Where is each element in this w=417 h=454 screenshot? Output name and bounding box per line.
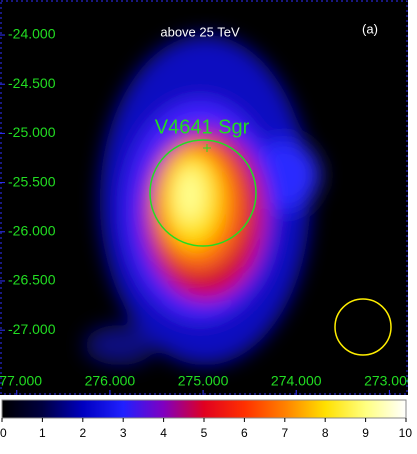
colorbar-tick-label: 3: [120, 426, 127, 440]
source-cross: [203, 144, 211, 152]
colorbar-tick-label: 0: [0, 426, 7, 440]
colorbar-tick-label: 6: [241, 426, 248, 440]
colorbar-tick-label: 1: [39, 426, 46, 440]
frame: [0, 0, 408, 395]
colorbar: [1, 399, 407, 419]
annotation: above 25 TeV: [160, 24, 240, 39]
colorbar-tick-label: 2: [79, 426, 86, 440]
colorbar-tick-label: 7: [281, 426, 288, 440]
source-circle: [149, 139, 257, 247]
colorbar-tick-label: 5: [201, 426, 208, 440]
x-tick-label: 275.000: [178, 373, 229, 389]
x-tick-label: 277.000: [0, 373, 42, 389]
colorbar-tick-label: 8: [322, 426, 329, 440]
x-tick-label: 274.000: [271, 373, 322, 389]
axis-labels: -24.000 -24.500 -25.000 -25.500 -26.000 -26.5…: [0, 26, 415, 395]
x-tick-label: 276.000: [85, 373, 136, 389]
y-tick-label: -24.500: [8, 75, 56, 91]
y-tick-label: -26.000: [8, 222, 56, 238]
y-tick-label: -25.000: [8, 124, 56, 140]
x-tick-label: 273.000: [364, 373, 415, 389]
colorbar-tick-label: 4: [160, 426, 167, 440]
y-tick-label: -26.500: [8, 272, 56, 288]
colorbar-tick-label: 10: [399, 426, 413, 440]
annotation: (a): [362, 21, 378, 36]
y-tick-label: -24.000: [8, 26, 56, 42]
y-tick-label: -25.500: [8, 173, 56, 189]
annotation: V4641 Sgr: [155, 116, 250, 138]
psf-circle: [334, 298, 392, 356]
y-tick-label: -27.000: [8, 321, 56, 337]
emission: [85, 35, 320, 365]
colorbar-tick-label: 9: [362, 426, 369, 440]
